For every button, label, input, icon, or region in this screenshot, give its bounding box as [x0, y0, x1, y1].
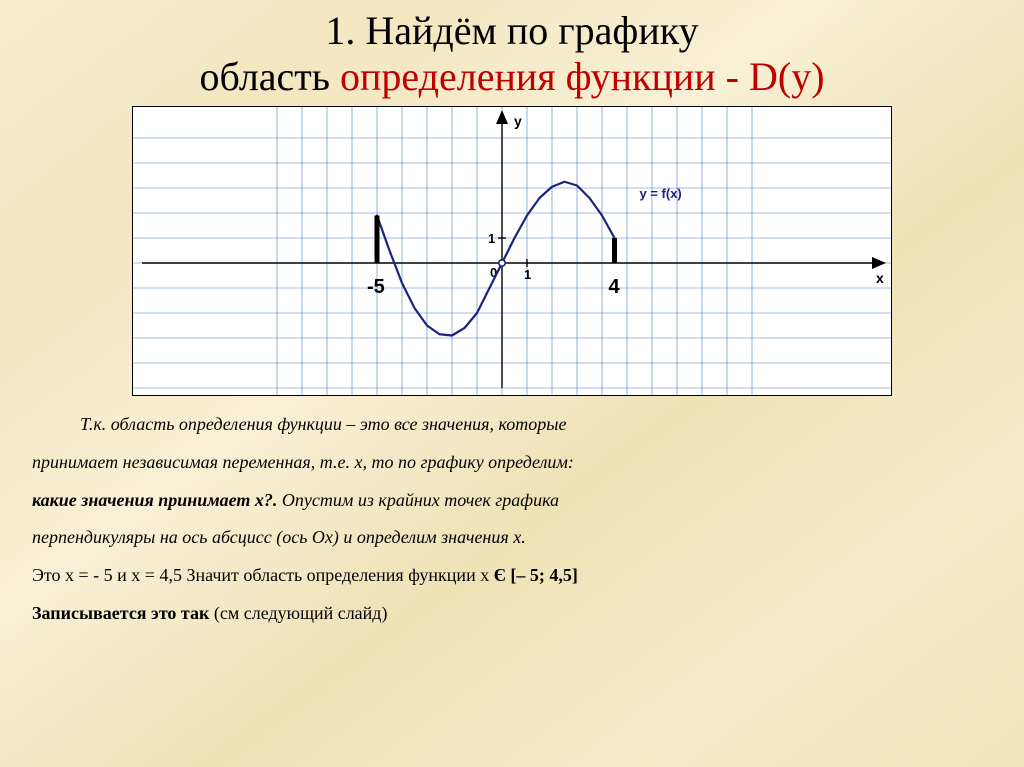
para-2a: принимает независимая переменная, т.е. х… [32, 452, 367, 472]
para-3b: Опустим из крайних точек графика [277, 490, 559, 510]
para-5a: Это x = - 5 и x = 4,5 Значит область опр… [32, 565, 494, 585]
svg-text:y = f(x): y = f(x) [640, 186, 682, 201]
function-chart: yx011y = f(x)-54 [132, 106, 892, 396]
svg-text:x: x [876, 270, 884, 286]
para-1: Т.к. область определения функции – это в… [32, 406, 992, 444]
slide: 1. Найдём по графику область определения… [0, 0, 1024, 767]
svg-text:-5: -5 [367, 276, 385, 298]
slide-title: 1. Найдём по графику область определения… [24, 8, 1000, 100]
para-5b: Є [– 5; 4,5] [494, 565, 578, 585]
title-line-1: 1. Найдём по графику [24, 8, 1000, 54]
para-6b: (см следующий слайд) [209, 603, 387, 623]
svg-text:y: y [514, 113, 522, 129]
title-line-2-prefix: область [199, 54, 340, 99]
svg-text:1: 1 [524, 267, 531, 282]
title-line-2: область определения функции - D(y) [24, 54, 1000, 100]
explanation-text: Т.к. область определения функции – это в… [24, 406, 1000, 633]
para-2b: то по графику определим: [367, 452, 574, 472]
svg-text:1: 1 [488, 231, 495, 246]
para-6: Записывается это так (см следующий слайд… [32, 595, 992, 633]
svg-text:4: 4 [609, 276, 621, 298]
chart-container: yx011y = f(x)-54 [132, 106, 892, 396]
para-5: Это x = - 5 и x = 4,5 Значит область опр… [32, 557, 992, 595]
para-2: принимает независимая переменная, т.е. х… [32, 444, 992, 482]
para-6a: Записывается это так [32, 603, 209, 623]
para-3: какие значения принимает х?. Опустим из … [32, 482, 992, 520]
para-3a: какие значения принимает х?. [32, 490, 277, 510]
para-4: перпендикуляры на ось абсцисс (ось Ох) и… [32, 519, 992, 557]
title-line-2-red: определения функции - D(y) [340, 54, 825, 99]
